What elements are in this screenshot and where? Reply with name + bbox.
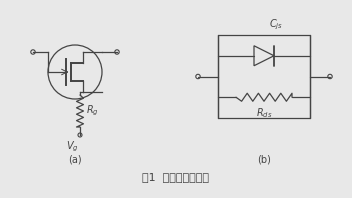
Text: (a): (a)	[68, 155, 82, 165]
Text: $V_g$: $V_g$	[66, 140, 78, 154]
Text: $R_{ds}$: $R_{ds}$	[256, 106, 272, 120]
Text: 图1  开关器件小意图: 图1 开关器件小意图	[143, 172, 209, 182]
Text: (b): (b)	[257, 155, 271, 165]
Text: $C_{js}$: $C_{js}$	[269, 18, 283, 32]
Text: $R_g$: $R_g$	[86, 104, 99, 118]
